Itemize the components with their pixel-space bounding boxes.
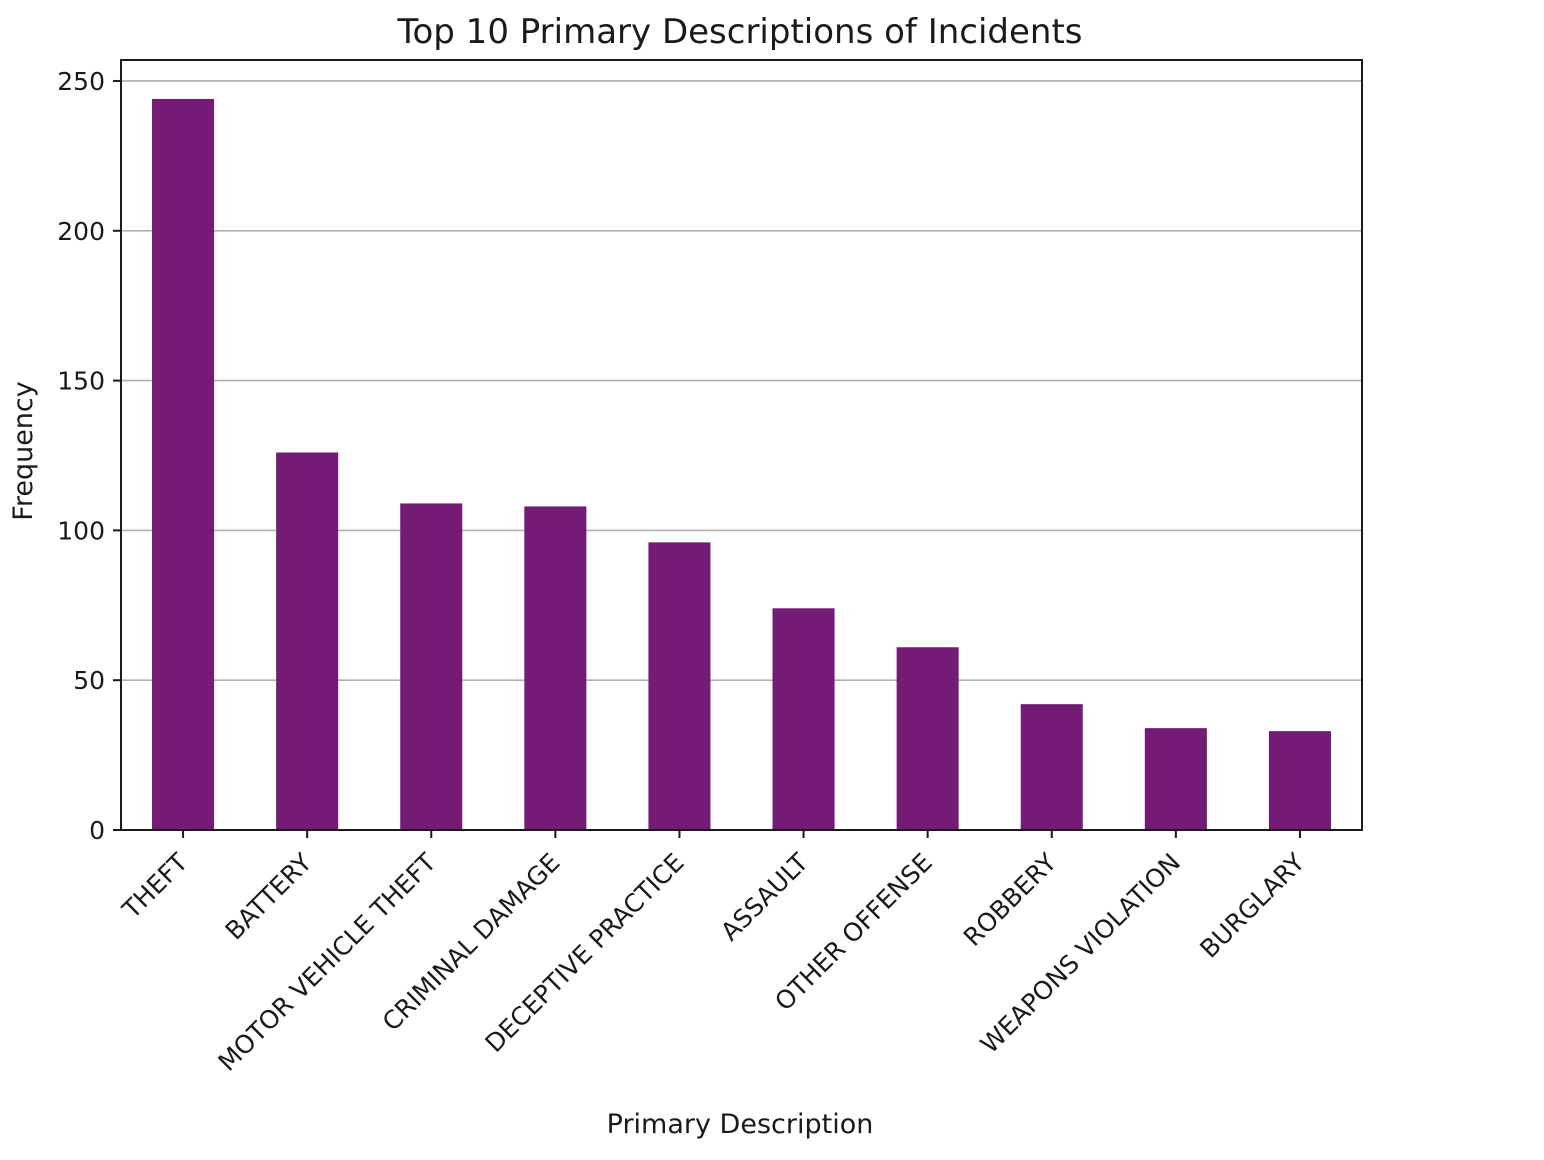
y-tick-label: 50	[73, 666, 105, 695]
y-axis-ticks: 0 50 100 150 200 250	[57, 67, 121, 845]
x-tick-label: THEFT	[116, 847, 194, 925]
x-tick-label: MOTOR VEHICLE THEFT	[213, 847, 442, 1076]
bar	[524, 506, 587, 830]
x-tick-label: DECEPTIVE PRACTICE	[479, 848, 689, 1058]
y-tick-label: 150	[57, 367, 105, 396]
y-axis-label: Frequency	[8, 381, 39, 521]
x-tick-label: WEAPONS VIOLATION	[975, 848, 1186, 1059]
x-tick-label: BATTERY	[220, 847, 318, 945]
x-tick-label: ROBBERY	[958, 847, 1063, 952]
y-tick-label: 0	[89, 816, 105, 845]
bar	[1020, 704, 1083, 830]
bar	[772, 608, 835, 830]
bar	[896, 647, 959, 830]
bar	[1268, 731, 1331, 830]
y-tick-label: 200	[57, 217, 105, 246]
plot-area-frame	[120, 59, 1363, 831]
bar	[1144, 728, 1207, 830]
bar	[152, 98, 215, 831]
bar	[648, 542, 711, 830]
bars	[152, 98, 1331, 831]
y-tick-label: 250	[57, 67, 105, 96]
x-tick-label: ASSAULT	[715, 847, 814, 946]
x-tick-label: BURGLARY	[1194, 847, 1310, 963]
bar	[400, 503, 463, 830]
x-axis-label: Primary Description	[607, 1109, 874, 1140]
bar	[276, 452, 339, 830]
chart-title: Top 10 Primary Descriptions of Incidents	[397, 12, 1083, 52]
y-tick-label: 100	[57, 516, 105, 545]
